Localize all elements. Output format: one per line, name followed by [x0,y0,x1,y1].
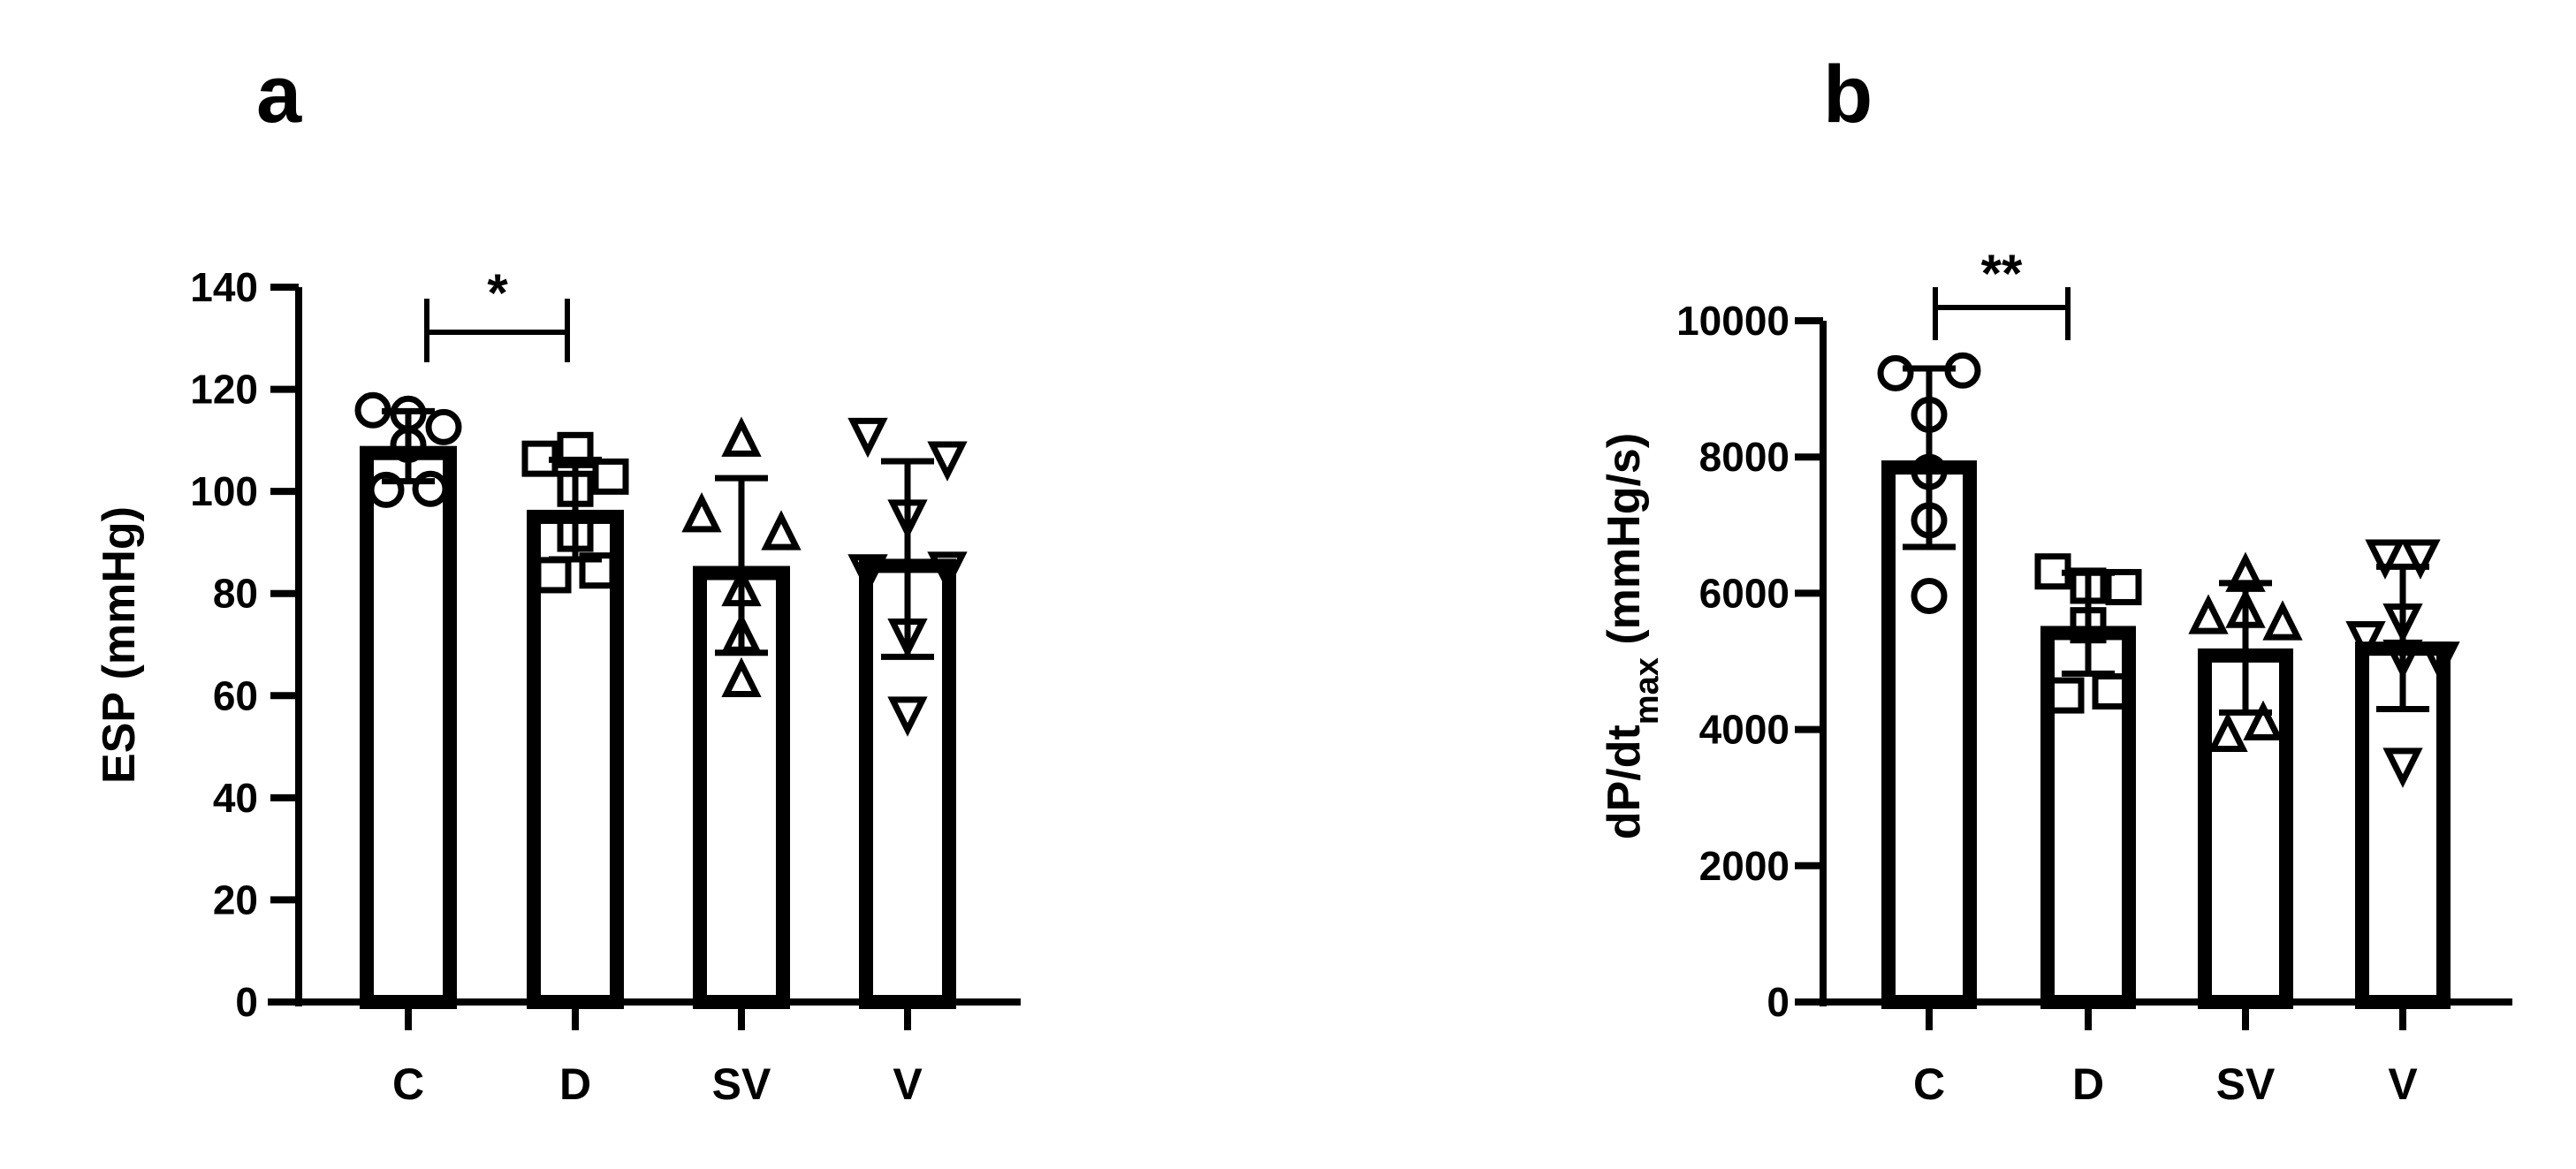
y-tick-label: 140 [190,264,258,310]
panel-a-esp-chart: a ESP (mmHg) 0 20 40 60 80 100 120 140 C D SV V * [94,49,1021,1109]
y-tick-label: 80 [213,571,258,617]
x-category-label-v: V [2388,1059,2418,1109]
data-point-circle [425,408,462,445]
x-category-label-sv: SV [712,1059,771,1109]
data-point-circle [412,470,449,507]
y-tick-label: 2000 [1699,843,1790,889]
data-point-triangle-up [681,492,722,533]
data-point-triangle-up [2243,700,2283,740]
data-point-square [592,458,629,495]
x-category-label-d: D [559,1059,591,1109]
data-point-triangle-down [2420,641,2460,682]
data-point-square [579,552,616,589]
y-tick-label: 8000 [1699,434,1790,480]
y-axis-title-b-sub: max [1629,657,1666,725]
data-point-triangle-down [2400,539,2441,580]
data-point-circle [368,471,405,508]
bar-d [2040,626,2136,1010]
data-point-triangle-down [887,696,928,737]
y-tick-label: 40 [213,775,258,821]
bar-d [527,509,624,1009]
y-tick-label: 60 [213,672,258,718]
y-tick-label: 10000 [1676,298,1790,344]
y-tick-label: 6000 [1699,570,1790,616]
y-axis-title-b-main: dP/dt [1599,725,1650,839]
data-point-triangle-down [847,554,888,595]
significance-label-a: * [487,263,508,323]
x-category-label-d: D [2072,1059,2104,1109]
y-axis-title-a: ESP (mmHg) [94,506,145,784]
error-bars-b [1903,365,2429,716]
panel-letter-b: b [1823,49,1873,140]
bars-b [1881,460,2451,1010]
data-point-triangle-up [721,657,762,698]
x-axis-a: C D SV V [268,998,1021,1109]
x-category-label-c: C [392,1059,424,1109]
data-point-circle [1877,354,1914,391]
data-point-triangle-down [2365,539,2405,580]
panel-b-dpdt-chart: b dP/dtmax (mmHg/s) 0 2000 4000 6000 8000 100… [1599,49,2512,1109]
data-point-triangle-up [761,510,802,550]
y-axis-b: 0 2000 4000 6000 8000 10000 [1676,298,1827,1025]
y-tick-label: 120 [190,367,258,413]
data-point-triangle-up [721,416,762,457]
x-category-label-v: V [893,1059,923,1109]
data-point-triangle-up [2262,600,2303,641]
data-point-triangle-down [847,417,888,459]
significance-bracket-b: ** [1933,244,2071,340]
data-point-triangle-up [2188,594,2229,634]
x-category-label-c: C [1913,1059,1945,1109]
bars-a [360,445,956,1009]
y-tick-label: 4000 [1699,707,1790,753]
data-point-circle [1911,577,1948,614]
y-axis-title-b: dP/dtmax (mmHg/s) [1599,433,1666,839]
significance-label-b: ** [1981,244,2023,303]
y-tick-label: 0 [1767,979,1790,1025]
x-category-label-sv: SV [2216,1059,2276,1109]
y-axis-title-b-unit: (mmHg/s) [1599,433,1650,657]
y-tick-label: 20 [213,877,258,922]
significance-bracket-a: * [424,263,570,362]
data-point-triangle-down [2345,621,2386,662]
panel-letter-a: a [256,49,302,140]
data-point-triangle-down [2382,748,2423,788]
x-axis-b: C D SV V [1795,998,2512,1109]
data-point-square [2048,677,2085,714]
error-bars-a [382,407,934,660]
bar-c [360,445,457,1009]
data-point-square [2105,568,2142,605]
y-axis-a: 0 20 40 60 80 100 120 140 [190,264,302,1025]
data-point-triangle-down [927,551,968,592]
data-point-triangle-down [927,441,968,482]
y-tick-label: 0 [235,979,258,1025]
y-tick-label: 100 [190,468,258,514]
data-point-triangle-up [2207,711,2248,753]
